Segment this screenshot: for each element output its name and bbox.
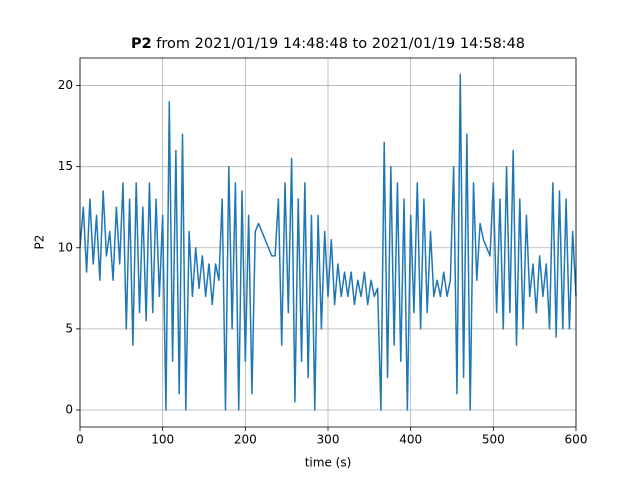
y-tick-label: 20 <box>58 78 73 92</box>
x-tick-label: 300 <box>317 433 340 447</box>
data-line <box>79 73 577 411</box>
x-axis-label: time (s) <box>305 456 352 470</box>
y-tick-label: 5 <box>65 321 73 335</box>
y-tick-label: 15 <box>58 159 73 173</box>
x-tick-label: 200 <box>234 433 257 447</box>
x-tick-label: 100 <box>151 433 174 447</box>
title-rest: from 2021/01/19 14:48:48 to 2021/01/19 1… <box>156 36 525 52</box>
plot <box>79 73 577 411</box>
y-tick-label: 0 <box>65 402 73 416</box>
x-tick-label: 0 <box>76 433 84 447</box>
y-axis-label: P2 <box>33 235 47 250</box>
chart-title: P2 from 2021/01/19 14:48:48 to 2021/01/1… <box>131 36 525 52</box>
x-tick-label: 400 <box>399 433 422 447</box>
title-bold: P2 <box>131 36 152 52</box>
y-tick-label: 10 <box>58 240 73 254</box>
x-tick-label: 600 <box>565 433 588 447</box>
x-tick-label: 500 <box>482 433 505 447</box>
